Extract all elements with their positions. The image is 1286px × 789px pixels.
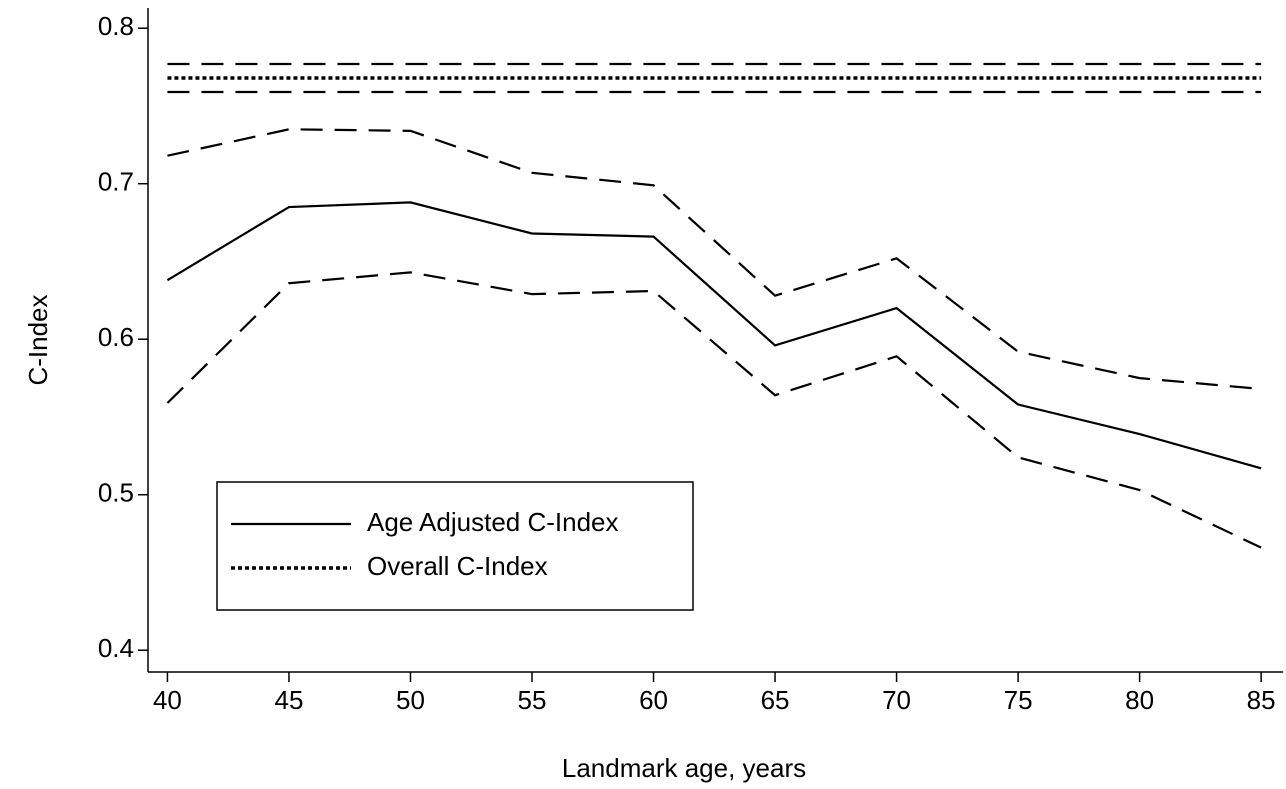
x-tick-label: 70 [882,685,911,715]
y-axis-label: C-Index [23,294,53,385]
legend-label: Overall C-Index [367,551,548,581]
x-tick-label: 50 [396,685,425,715]
y-tick-label: 0.8 [98,11,134,41]
series-line [166,201,1262,470]
x-tick-label: 60 [639,685,668,715]
y-tick-label: 0.4 [98,633,134,663]
x-tick-label: 40 [153,685,182,715]
x-tick-label: 45 [275,685,304,715]
legend-label: Age Adjusted C-Index [367,507,619,537]
y-tick-label: 0.5 [98,478,134,508]
x-tick-label: 65 [761,685,790,715]
y-tick-label: 0.7 [98,167,134,197]
x-axis-label: Landmark age, years [562,753,806,783]
series-line [167,128,1262,391]
x-tick-label: 75 [1004,685,1033,715]
x-tick-label: 80 [1125,685,1154,715]
series-line [166,271,1262,549]
x-tick-label: 55 [518,685,547,715]
y-tick-label: 0.6 [98,322,134,352]
legend-box [216,481,694,611]
x-tick-label: 85 [1247,685,1276,715]
